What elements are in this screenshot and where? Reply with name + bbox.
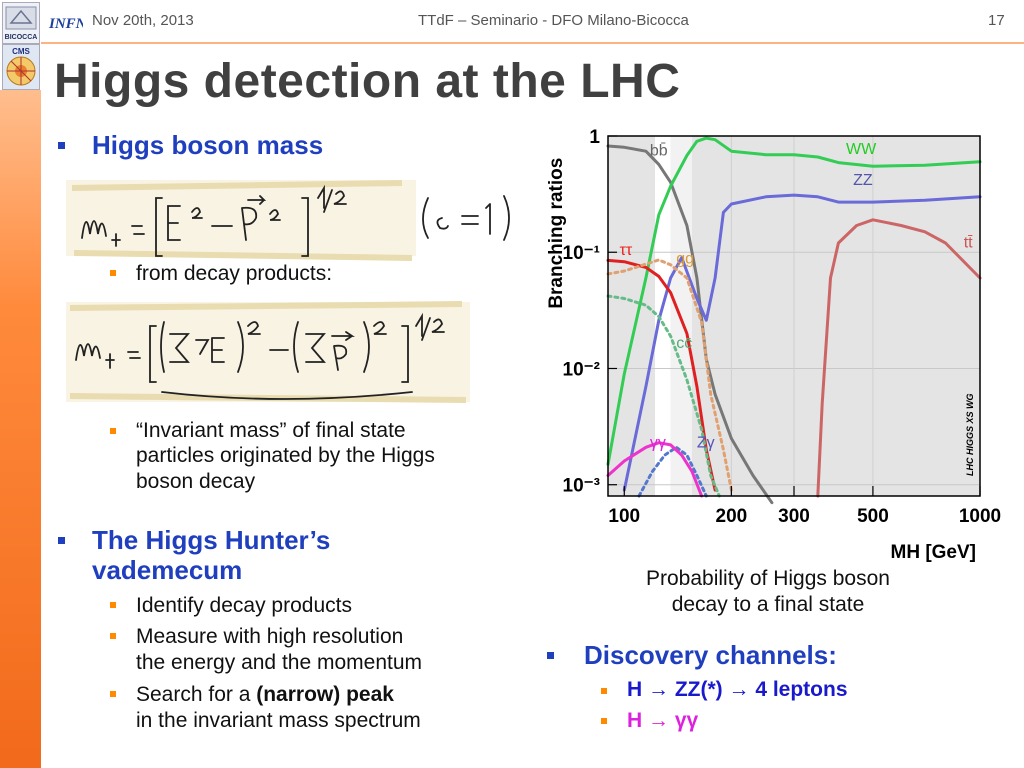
sub-measure-line1: Measure with high resolution: [136, 625, 404, 648]
series-label-ττ: ττ: [620, 242, 633, 259]
x-tick-label: 300: [778, 506, 810, 527]
series-label-tt̄: tt̄: [964, 234, 973, 251]
sub-search-line2: in the invariant mass spectrum: [136, 709, 421, 732]
series-label-Zγ: Zγ: [697, 434, 715, 451]
series-line-ττ: [606, 258, 717, 492]
sub-measure-line2: the energy and the momentum: [136, 651, 423, 674]
sub-bullet-square-icon: [110, 633, 116, 639]
sub-from-decay-products: from decay products:: [136, 262, 333, 285]
cms-logo-text: CMS: [12, 47, 30, 56]
sub-search-bold-peak: (narrow) peak: [256, 683, 394, 706]
sub-search-line1: Search for a (narrow) peak: [136, 682, 394, 708]
chart-caption-line1: Probability of Higgs boson: [646, 567, 890, 590]
chart-caption-line2: decay to a final state: [671, 593, 865, 616]
x-tick-label: 100: [608, 506, 640, 527]
page-title: Higgs detection at the LHC: [54, 55, 681, 108]
channel-gamma-gamma-photons: γγ: [674, 709, 699, 732]
x-tick-label: 1000: [959, 506, 1001, 527]
infn-logo-text: INFN: [48, 16, 83, 32]
series-label-γγ: γγ: [650, 434, 666, 451]
sub-identify-decay: Identify decay products: [136, 594, 352, 617]
x-axis-label: MH [GeV]: [891, 542, 977, 563]
x-tick-label: 500: [857, 506, 889, 527]
infn-logo-icon: INFN: [47, 8, 88, 36]
bullet-square-icon: [547, 652, 554, 659]
handwritten-formula-invariant-mass-drawing: [66, 301, 470, 403]
handwritten-formula-invariant-mass: [62, 296, 482, 421]
sub-bullet-square-icon: [110, 602, 116, 608]
watermark-label: LHC HIGGS XS WG: [965, 394, 975, 477]
series-line-tt̄: [816, 218, 982, 498]
handwritten-formula-mass: [62, 168, 532, 269]
series-line-gg: [606, 258, 733, 492]
channel-gamma-gamma: H → γγ: [627, 709, 698, 733]
y-tick-label: 1: [589, 127, 600, 148]
sub-invariant-mass-line1: “Invariant mass” of final state: [136, 419, 406, 442]
series-label-cc̄: cc̄: [676, 335, 692, 352]
x-tick-label: 200: [716, 506, 748, 527]
bullet-square-icon: [58, 537, 65, 544]
sub-invariant-mass-line3: boson decay: [136, 470, 256, 493]
handwritten-formula-mass-drawing: [66, 180, 510, 261]
y-tick-label: 10⁻³: [563, 476, 601, 497]
y-tick-label: 10⁻¹: [563, 243, 601, 264]
bicocca-seal-icon: BICOCCA: [5, 6, 38, 41]
series-line-Zγ: [637, 445, 708, 498]
header-center-text: TTdF – Seminario - DFO Milano-Bicocca: [418, 12, 689, 29]
bullet-square-icon: [58, 142, 65, 149]
bullet-higgs-hunter-line2: vademecum: [92, 555, 243, 585]
channel-zz-4l: H → ZZ(*) → 4 leptons: [627, 678, 848, 701]
bullet-higgs-hunter-line1: The Higgs Hunter’s: [92, 525, 331, 555]
header-divider: [41, 42, 1024, 44]
sub-bullet-square-icon: [110, 428, 116, 434]
series-label-gg: gg: [676, 251, 694, 268]
bullet-higgs-mass: Higgs boson mass: [92, 130, 324, 160]
cms-detector-icon: CMS: [6, 47, 36, 86]
sub-bullet-square-icon: [110, 270, 116, 276]
series-label-bb̄: bb̄: [650, 142, 668, 159]
sub-search-text: Search for a: [136, 683, 257, 706]
y-axis-label: Branching ratios: [546, 158, 567, 309]
bicocca-logo-text: BICOCCA: [5, 34, 38, 41]
series-line-cc̄: [606, 294, 721, 498]
sub-bullet-square-icon: [110, 691, 116, 697]
sub-bullet-square-icon: [601, 718, 607, 724]
cms-logo: CMS: [2, 44, 40, 90]
channel-gamma-gamma-prefix: H →: [627, 709, 675, 732]
branching-ratio-chart: 100 200 300 500 1000 1 10⁻¹ 10⁻² 10⁻³ MH [GeV] Bra…: [546, 127, 1001, 563]
allowed-mass-window: [654, 136, 671, 496]
infn-logo: INFN: [47, 8, 88, 36]
series-label-WW: WW: [846, 141, 877, 158]
left-accent-bar: [0, 0, 41, 768]
university-seal-logo: BICOCCA: [2, 2, 40, 44]
bullet-discovery-channels: Discovery channels:: [584, 640, 837, 670]
page-number: 17: [988, 12, 1005, 29]
sub-bullet-square-icon: [601, 688, 607, 694]
series-line-bb̄: [606, 144, 774, 505]
chart-caption: Probability of Higgs boson decay to a fi…: [600, 566, 936, 618]
header-date: Nov 20th, 2013: [92, 12, 194, 29]
series-line-ZZ: [622, 193, 982, 492]
sub-invariant-mass-line2: particles originated by the Higgs: [136, 444, 435, 467]
series-label-ZZ: ZZ: [853, 172, 873, 189]
series-line-γγ: [606, 441, 704, 498]
series-line-WW: [606, 136, 982, 466]
y-tick-label: 10⁻²: [563, 359, 601, 380]
logo-column: BICOCCA CMS: [0, 0, 41, 90]
